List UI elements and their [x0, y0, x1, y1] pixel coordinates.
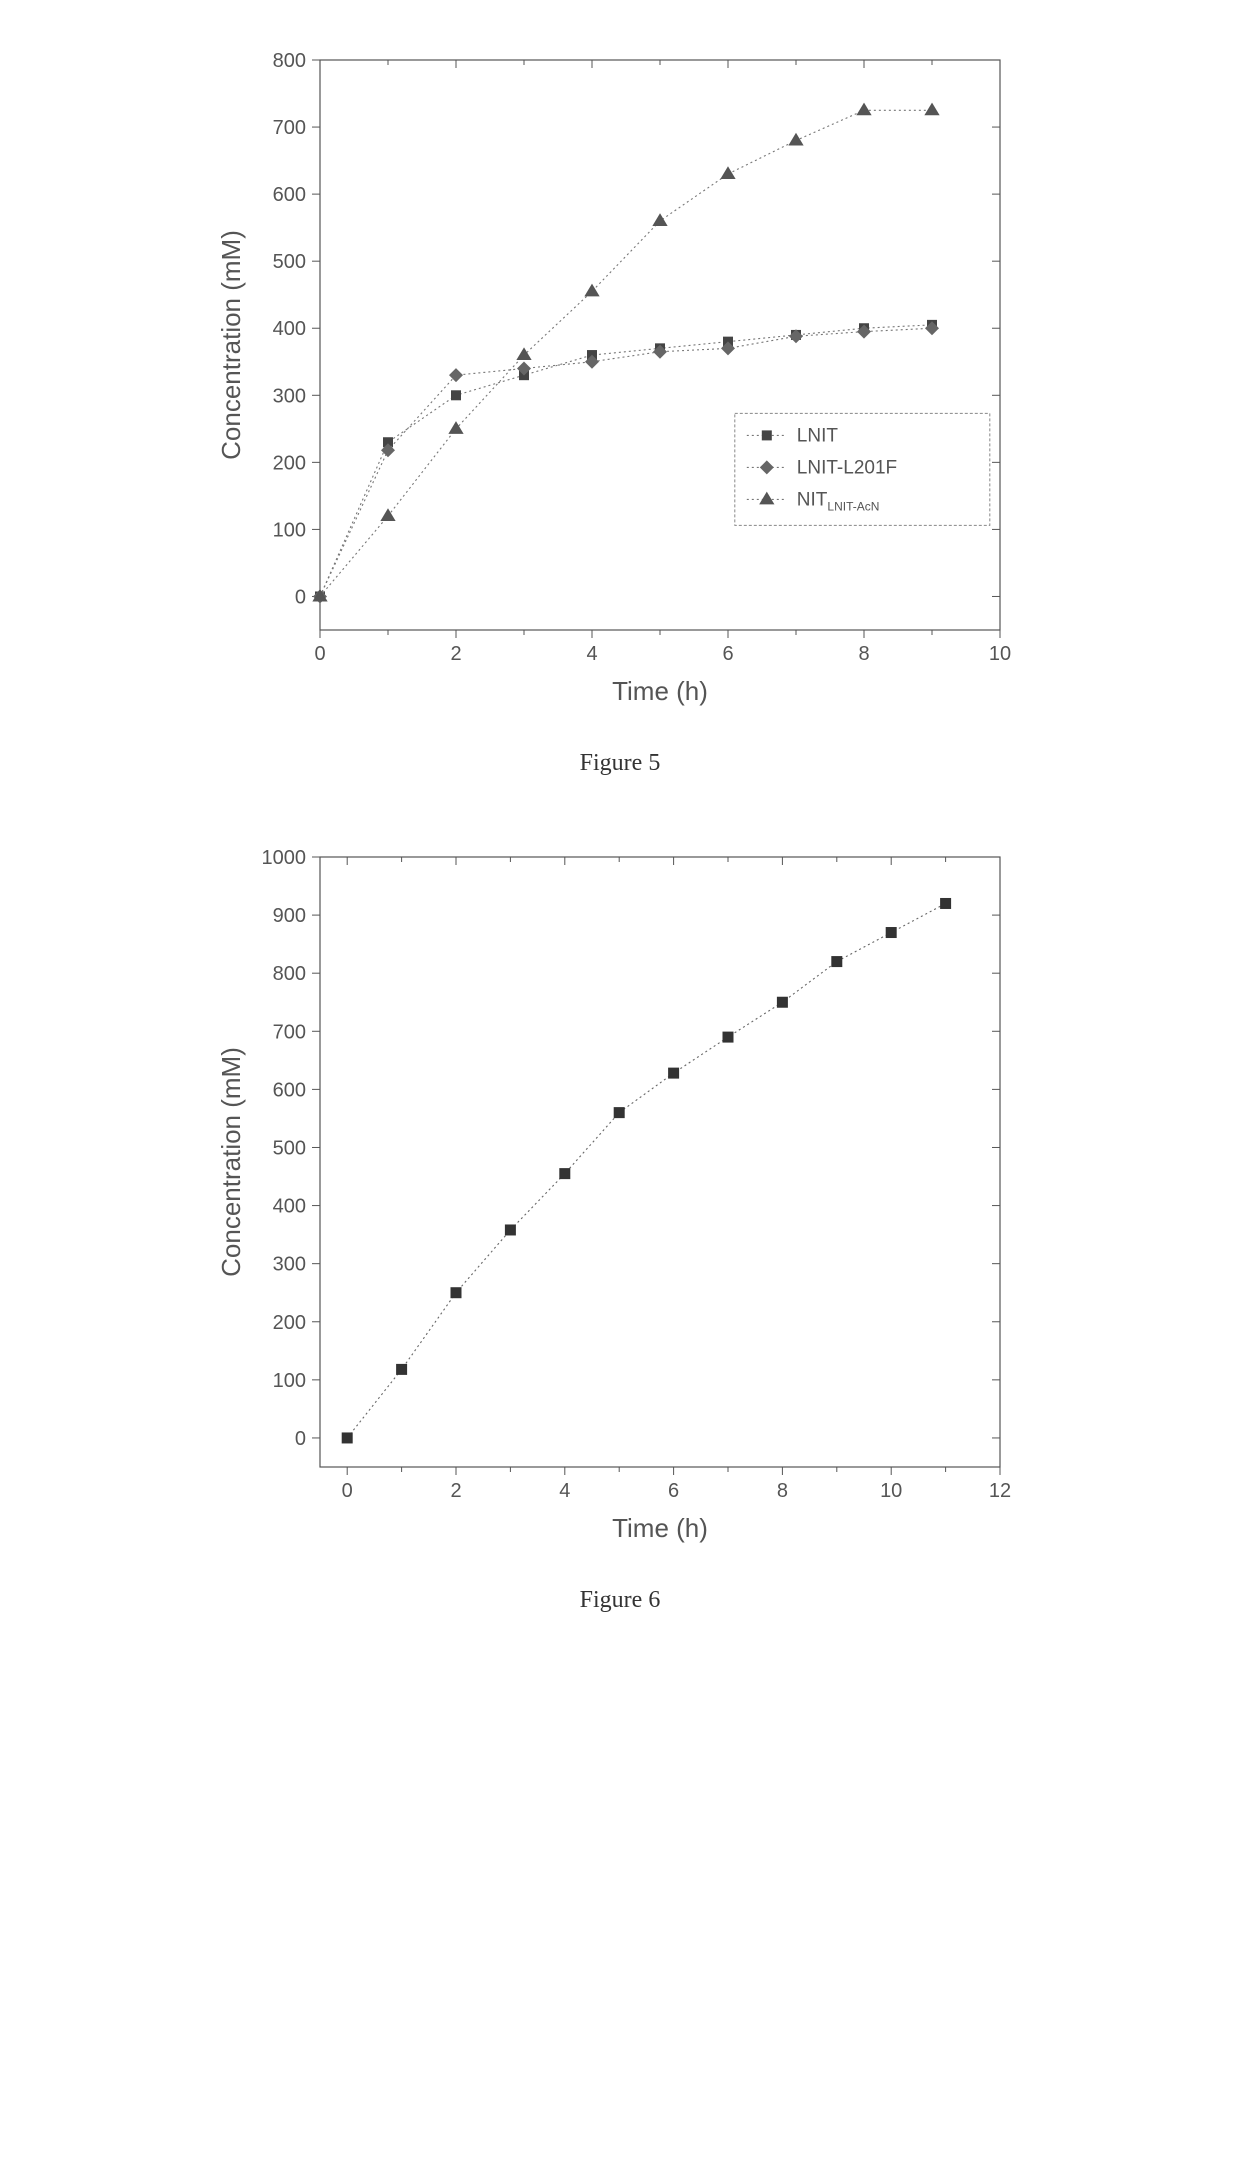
svg-text:LNIT-L201F: LNIT-L201F: [797, 457, 897, 478]
figure-5-block: 02468100100200300400500600700800Time (h)…: [60, 40, 1180, 777]
svg-text:6: 6: [668, 1480, 679, 1502]
svg-text:100: 100: [273, 1370, 306, 1392]
figure-6-block: 0 2 4 6 8 10 12 0 100 200 300 400 500 600 700 800 900 100…: [60, 837, 1180, 1614]
svg-text:0: 0: [295, 1428, 306, 1450]
svg-text:600: 600: [273, 1079, 306, 1101]
svg-text:8: 8: [858, 643, 869, 665]
svg-text:8: 8: [777, 1480, 788, 1502]
figure-5-chart: 02468100100200300400500600700800Time (h)…: [210, 40, 1030, 720]
svg-text:500: 500: [273, 251, 306, 273]
svg-text:0: 0: [342, 1480, 353, 1502]
svg-text:12: 12: [989, 1480, 1011, 1502]
svg-text:1000: 1000: [262, 847, 307, 869]
svg-text:Time (h): Time (h): [612, 1513, 708, 1543]
svg-text:4: 4: [586, 643, 597, 665]
svg-text:300: 300: [273, 1254, 306, 1276]
svg-text:400: 400: [273, 318, 306, 340]
svg-text:200: 200: [273, 1312, 306, 1334]
svg-text:700: 700: [273, 117, 306, 139]
figure-6-chart: 0 2 4 6 8 10 12 0 100 200 300 400 500 600 700 800 900 100…: [210, 837, 1030, 1557]
svg-text:2: 2: [450, 643, 461, 665]
svg-text:10: 10: [880, 1480, 902, 1502]
svg-text:400: 400: [273, 1196, 306, 1218]
svg-text:0: 0: [314, 643, 325, 665]
figure-6-caption: Figure 6: [60, 1587, 1180, 1614]
svg-text:Concentration (mM): Concentration (mM): [216, 1047, 246, 1277]
figure-5-caption: Figure 5: [60, 750, 1180, 777]
svg-text:300: 300: [273, 385, 306, 407]
svg-text:Time (h): Time (h): [612, 676, 708, 706]
svg-text:2: 2: [450, 1480, 461, 1502]
svg-text:200: 200: [273, 452, 306, 474]
svg-text:6: 6: [722, 643, 733, 665]
svg-text:4: 4: [559, 1480, 570, 1502]
svg-text:0: 0: [295, 586, 306, 608]
svg-text:700: 700: [273, 1021, 306, 1043]
svg-text:900: 900: [273, 905, 306, 927]
svg-text:800: 800: [273, 50, 306, 72]
svg-text:100: 100: [273, 519, 306, 541]
svg-text:Concentration (mM): Concentration (mM): [216, 230, 246, 460]
svg-text:LNIT: LNIT: [797, 425, 839, 446]
svg-text:10: 10: [989, 643, 1011, 665]
svg-text:600: 600: [273, 184, 306, 206]
svg-text:800: 800: [273, 963, 306, 985]
svg-text:500: 500: [273, 1137, 306, 1159]
